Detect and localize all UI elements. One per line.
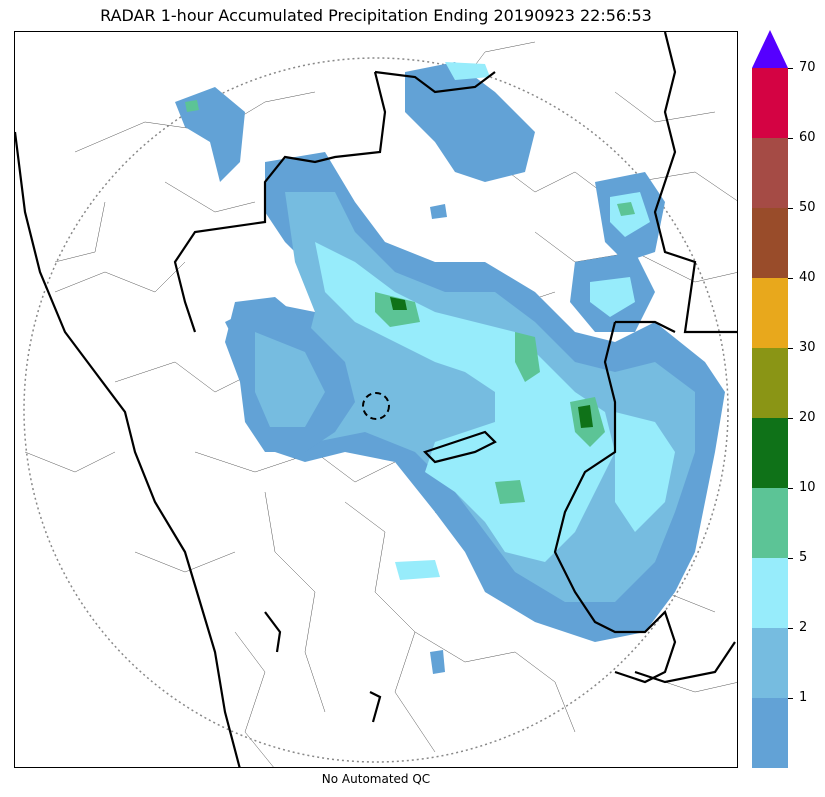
- radar-map-canvas: [15, 32, 737, 767]
- colorbar-band: [752, 558, 788, 628]
- colorbar-band: [752, 418, 788, 488]
- colorbar-band: [752, 138, 788, 208]
- colorbar-tick-mark: [788, 558, 793, 559]
- colorbar-band: [752, 488, 788, 558]
- colorbar-band: [752, 628, 788, 698]
- chart-title: RADAR 1-hour Accumulated Precipitation E…: [100, 6, 652, 25]
- state-boundaries: [15, 32, 737, 767]
- colorbar-band: [752, 698, 788, 768]
- colorbar-tick-label: 40: [799, 270, 816, 285]
- colorbar-tick-label: 50: [799, 200, 816, 215]
- western-coastline: [15, 131, 241, 767]
- colorbar-tick-mark: [788, 68, 793, 69]
- colorbar-tick-label: 2: [799, 620, 808, 635]
- colorbar-tick-mark: [788, 418, 793, 419]
- colorbar-tick-mark: [788, 348, 793, 349]
- colorbar-band: [752, 278, 788, 348]
- colorbar-tick-label: 60: [799, 130, 816, 145]
- radar-site-marker: [362, 392, 390, 420]
- colorbar-tick-label: 5: [799, 550, 808, 565]
- precipitation-field: [175, 62, 725, 674]
- colorbar-tick-mark: [788, 138, 793, 139]
- colorbar-tick-mark: [788, 698, 793, 699]
- colorbar-tick-mark: [788, 628, 793, 629]
- colorbar-tick-label: 30: [799, 340, 816, 355]
- colorbar: [752, 30, 788, 768]
- colorbar-tick-mark: [788, 488, 793, 489]
- colorbar-tick-label: 70: [799, 60, 816, 75]
- colorbar-tick-label: 20: [799, 410, 816, 425]
- colorbar-tick-label: 1: [799, 690, 808, 705]
- colorbar-band: [752, 348, 788, 418]
- qc-note: No Automated QC: [321, 772, 431, 786]
- radar-range-ring: [23, 57, 729, 763]
- colorbar-band: [752, 208, 788, 278]
- colorbar-tick-label: 10: [799, 480, 816, 495]
- colorbar-tick-mark: [788, 278, 793, 279]
- radar-map: [14, 31, 738, 768]
- precip-north-cluster: [405, 62, 535, 182]
- colorbar-band: [752, 68, 788, 138]
- colorbar-tick-mark: [788, 208, 793, 209]
- colorbar-extend-triangle: [752, 30, 788, 68]
